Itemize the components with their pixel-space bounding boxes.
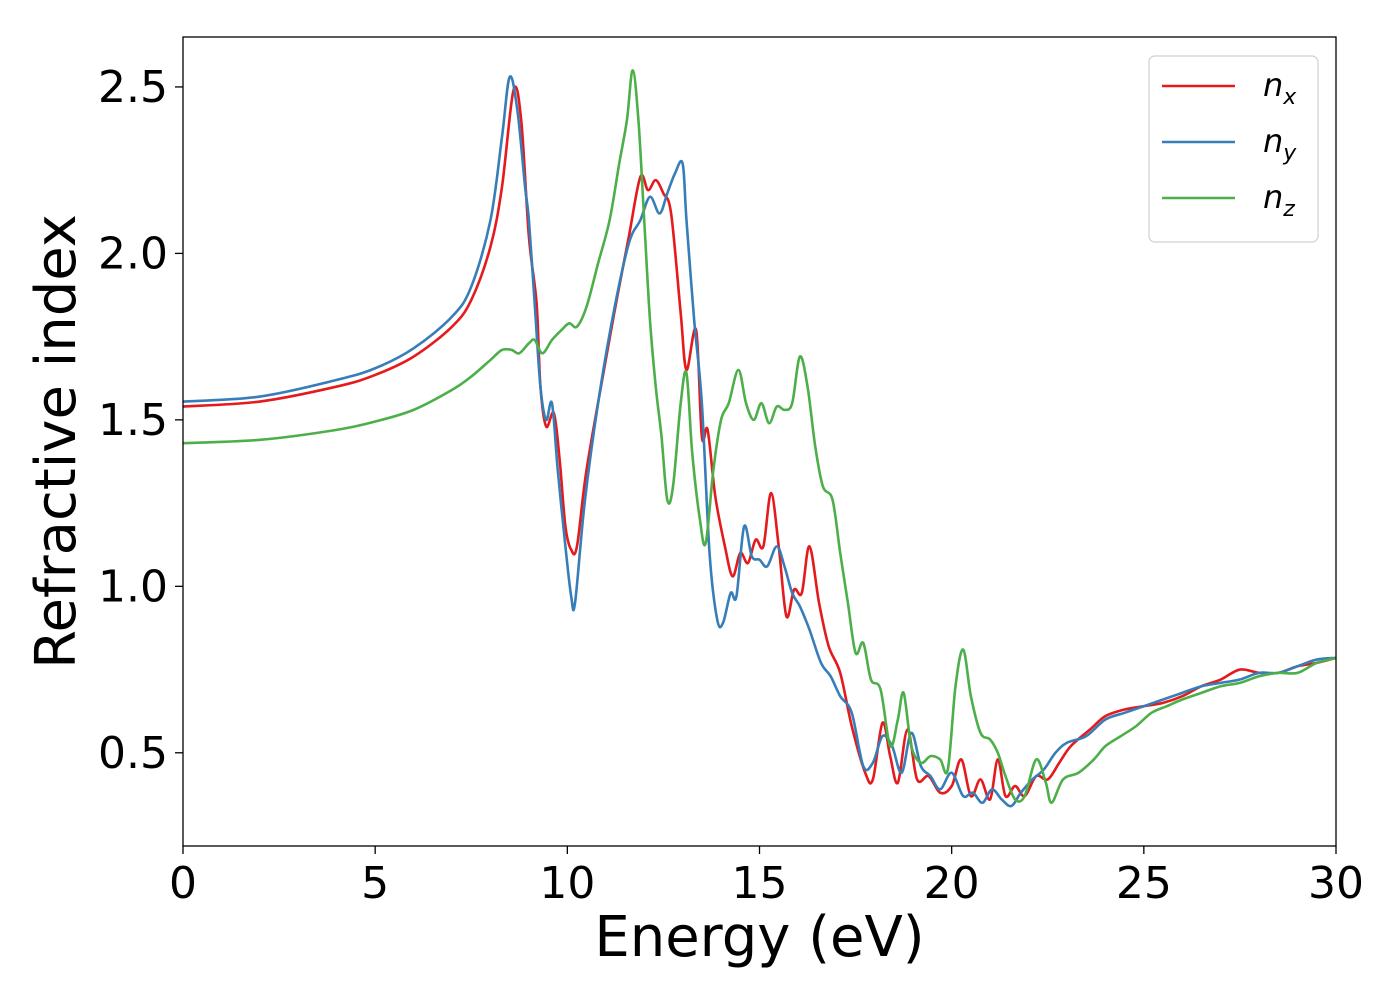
- x-axis-title: Energy (eV): [594, 905, 924, 970]
- legend-label-n-x: nx: [1263, 66, 1297, 110]
- x-tick-label: 0: [169, 858, 197, 909]
- legend: nx ny nz: [1148, 55, 1319, 243]
- x-axis: 0 5 10 15 20 25 30: [169, 846, 1364, 909]
- y-tick-label: 2.0: [98, 228, 168, 279]
- y-axis: 0.5 1.0 1.5 2.0 2.5: [98, 62, 183, 779]
- x-tick-label: 5: [361, 858, 389, 909]
- series-line-n-z: [183, 68, 1336, 805]
- series-line-n-y: [183, 75, 1336, 808]
- y-tick-label: 2.5: [98, 62, 168, 113]
- y-tick-label: 0.5: [98, 728, 168, 779]
- x-tick-label: 10: [539, 858, 595, 909]
- x-tick-label: 15: [732, 858, 788, 909]
- legend-label-n-z: nz: [1263, 178, 1295, 222]
- legend-label-n-y: ny: [1263, 122, 1297, 166]
- series-line-n-x: [183, 85, 1336, 801]
- x-tick-label: 25: [1116, 858, 1172, 909]
- series-layer: [183, 68, 1336, 808]
- x-tick-label: 20: [924, 858, 980, 909]
- y-tick-label: 1.0: [98, 561, 168, 612]
- y-axis-title: Refractive index: [24, 214, 89, 669]
- x-tick-label: 30: [1308, 858, 1364, 909]
- y-tick-label: 1.5: [98, 395, 168, 446]
- legend-box: [1148, 55, 1319, 243]
